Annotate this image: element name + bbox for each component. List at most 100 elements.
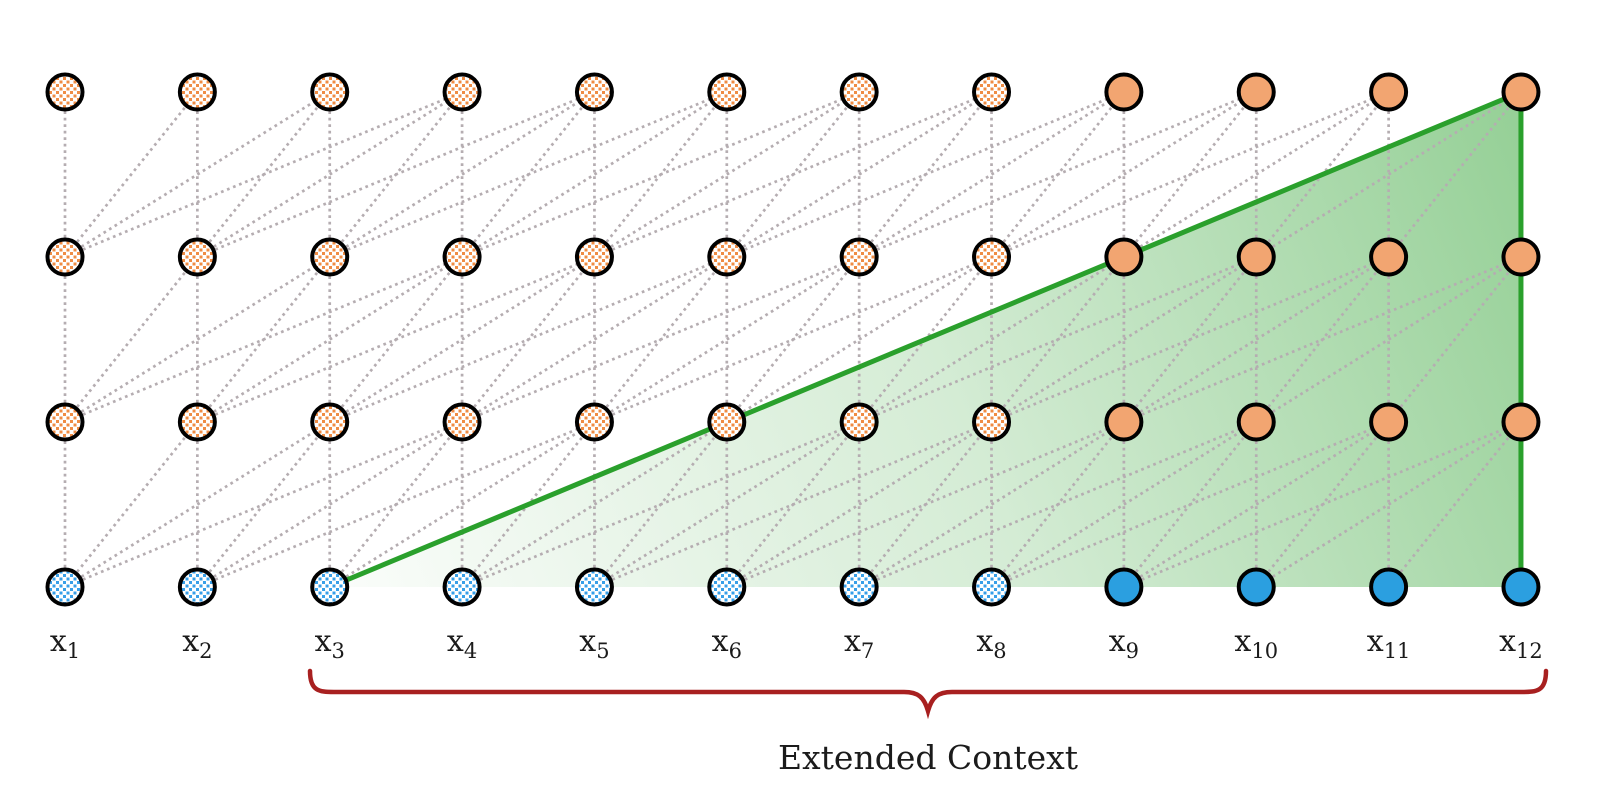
node-x7-l2 — [839, 402, 879, 442]
node-x4-l4 — [442, 72, 482, 112]
token-label-x10: x10 — [1234, 624, 1278, 663]
node-x9-l2 — [1104, 402, 1144, 442]
node-x9-l4 — [1104, 72, 1144, 112]
attention-edge — [725, 91, 861, 258]
node-x4-l1 — [442, 567, 482, 607]
node-x5-l2 — [574, 402, 614, 442]
node-x1-l2 — [45, 402, 85, 442]
token-nodes — [45, 72, 1541, 607]
node-x8-l4 — [972, 72, 1012, 112]
attention-edge — [63, 421, 199, 588]
node-x7-l1 — [839, 567, 879, 607]
attention-edge — [990, 91, 1125, 258]
attention-edge — [328, 421, 464, 588]
token-label-x1: x1 — [50, 624, 80, 663]
attention-edge — [858, 91, 993, 258]
node-x12-l2 — [1501, 402, 1541, 442]
node-x8-l1 — [972, 567, 1012, 607]
node-x4-l2 — [442, 402, 482, 442]
attention-edge — [329, 90, 596, 259]
attention-edge — [990, 256, 1125, 423]
attention-edge — [1387, 421, 1523, 588]
node-x6-l3 — [707, 237, 747, 277]
attention-edge — [329, 255, 596, 424]
token-label-x2: x2 — [182, 624, 212, 663]
attention-edge — [461, 255, 728, 424]
token-label-x9: x9 — [1109, 624, 1139, 663]
extended-context-outline — [327, 89, 1524, 590]
attention-edge — [196, 91, 331, 258]
node-x1-l4 — [45, 72, 85, 112]
token-label-x12: x12 — [1499, 624, 1543, 663]
attention-edge — [593, 256, 728, 423]
attention-edge — [593, 90, 860, 259]
attention-edge — [1387, 91, 1523, 258]
node-x7-l3 — [839, 237, 879, 277]
node-x3-l3 — [310, 237, 350, 277]
node-x1-l1 — [45, 567, 85, 607]
node-x11-l3 — [1369, 237, 1409, 277]
node-x3-l4 — [310, 72, 350, 112]
node-x9-l1 — [1104, 567, 1144, 607]
attention-edge — [196, 256, 331, 423]
node-x8-l2 — [972, 402, 1012, 442]
node-x6-l4 — [707, 72, 747, 112]
attention-edge — [593, 421, 728, 588]
token-label-x11: x11 — [1367, 624, 1411, 663]
context-diagonal-line — [327, 89, 1524, 590]
node-x2-l2 — [177, 402, 217, 442]
attention-edge — [328, 256, 464, 423]
node-x8-l3 — [972, 237, 1012, 277]
node-x5-l1 — [574, 567, 614, 607]
attention-edge — [593, 91, 728, 258]
node-x6-l2 — [707, 402, 747, 442]
node-x7-l4 — [839, 72, 879, 112]
node-x9-l3 — [1104, 237, 1144, 277]
attention-edge — [1122, 256, 1258, 423]
attention-edge — [64, 90, 331, 259]
attention-edge — [63, 91, 199, 258]
attention-edge — [63, 256, 199, 423]
node-x3-l1 — [310, 567, 350, 607]
attention-edge — [725, 256, 861, 423]
node-x10-l4 — [1236, 72, 1276, 112]
node-x10-l1 — [1236, 567, 1276, 607]
attention-edge — [64, 255, 331, 424]
attention-edge — [461, 90, 728, 259]
node-x11-l2 — [1369, 402, 1409, 442]
attention-edge — [858, 90, 1125, 259]
attention-edge — [1255, 421, 1390, 588]
node-x12-l3 — [1501, 237, 1541, 277]
node-x2-l1 — [177, 567, 217, 607]
token-label-x4: x4 — [447, 624, 477, 663]
token-label-x8: x8 — [976, 624, 1006, 663]
token-label-x6: x6 — [712, 624, 742, 663]
attention-edge — [1122, 91, 1258, 258]
node-x12-l4 — [1501, 72, 1541, 112]
token-label-x5: x5 — [579, 624, 609, 663]
attention-edge — [858, 421, 993, 588]
attention-edge — [1122, 421, 1258, 588]
attention-edge — [64, 420, 331, 589]
attention-edge — [990, 421, 1125, 588]
token-label-x3: x3 — [315, 624, 345, 663]
attention-edge — [196, 421, 331, 588]
node-x4-l3 — [442, 237, 482, 277]
attention-edge — [461, 91, 596, 258]
attention-edge — [726, 90, 993, 259]
node-x10-l2 — [1236, 402, 1276, 442]
attention-edge — [196, 90, 463, 259]
node-x3-l2 — [310, 402, 350, 442]
extended-context-label: Extended Context — [778, 738, 1078, 777]
node-x2-l3 — [177, 237, 217, 277]
attention-edge — [1255, 256, 1390, 423]
attention-edge — [725, 421, 861, 588]
node-x5-l4 — [574, 72, 614, 112]
attention-edge — [1387, 256, 1523, 423]
attention-edge — [328, 91, 464, 258]
node-x6-l1 — [707, 567, 747, 607]
attention-edge — [196, 255, 463, 424]
node-x11-l4 — [1369, 72, 1409, 112]
